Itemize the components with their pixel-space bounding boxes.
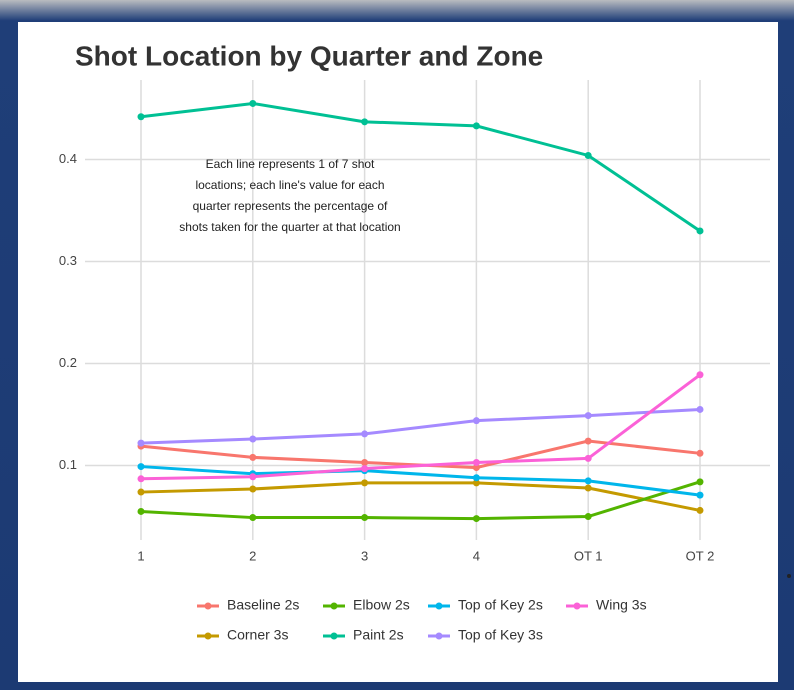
y-tick-label: 0.2 <box>59 355 77 370</box>
y-tick-label: 0.4 <box>59 151 77 166</box>
legend-key-dot <box>204 602 212 610</box>
point <box>137 488 145 496</box>
point <box>696 405 704 413</box>
point <box>249 485 257 493</box>
legend-label: Corner 3s <box>227 627 288 643</box>
legend-label: Elbow 2s <box>353 597 410 613</box>
point <box>361 458 369 466</box>
point <box>696 478 704 486</box>
point <box>137 439 145 447</box>
point <box>361 430 369 438</box>
legend-bg <box>188 590 658 650</box>
point <box>584 477 592 485</box>
legend-key-dot <box>435 602 443 610</box>
point <box>472 515 480 523</box>
series-line <box>140 407 701 445</box>
annotation: Each line represents 1 of 7 shot <box>206 157 375 171</box>
series-line <box>140 480 701 521</box>
point <box>584 513 592 521</box>
point <box>137 507 145 515</box>
series-line <box>140 465 701 497</box>
point <box>472 464 480 472</box>
point <box>472 474 480 482</box>
point <box>249 514 257 522</box>
series-line <box>140 373 701 481</box>
point <box>249 453 257 461</box>
point <box>696 227 704 235</box>
point <box>249 473 257 481</box>
point <box>584 484 592 492</box>
point <box>696 449 704 457</box>
legend-key-dot <box>204 632 212 640</box>
x-tick-label: 3 <box>361 548 368 563</box>
point <box>472 417 480 425</box>
legend-key-dot <box>435 632 443 640</box>
annotation: locations; each line's value for each <box>195 178 384 192</box>
series-line <box>140 101 701 233</box>
point <box>361 465 369 473</box>
y-tick-label: 0.1 <box>59 457 77 472</box>
annotation: quarter represents the percentage of <box>193 199 388 213</box>
x-tick-label: OT 1 <box>574 548 603 563</box>
point <box>584 412 592 420</box>
point <box>249 99 257 107</box>
y-tick-label: 0.3 <box>59 253 77 268</box>
point <box>361 118 369 126</box>
legend-key-dot <box>330 602 338 610</box>
x-tick-label: OT 2 <box>686 548 715 563</box>
dot <box>787 574 791 578</box>
annotation: shots taken for the quarter at that loca… <box>179 220 400 234</box>
point <box>472 458 480 466</box>
point <box>137 475 145 483</box>
panel <box>18 22 778 682</box>
legend-key-dot <box>330 632 338 640</box>
x-tick-label: 4 <box>473 548 480 563</box>
chart-title: Shot Location by Quarter and Zone <box>75 40 543 71</box>
point <box>137 463 145 471</box>
point <box>584 437 592 445</box>
x-tick-label: 1 <box>137 548 144 563</box>
legend-label: Paint 2s <box>353 627 404 643</box>
legend-key-dot <box>573 602 581 610</box>
point <box>584 151 592 159</box>
point <box>137 113 145 121</box>
point <box>696 371 704 379</box>
legend-label: Top of Key 3s <box>458 627 543 643</box>
point <box>249 435 257 443</box>
point <box>584 454 592 462</box>
point <box>472 122 480 130</box>
point <box>361 479 369 487</box>
point <box>696 506 704 514</box>
x-tick-label: 2 <box>249 548 256 563</box>
point <box>472 479 480 487</box>
legend-label: Baseline 2s <box>227 597 299 613</box>
point <box>696 491 704 499</box>
point <box>361 514 369 522</box>
legend-label: Top of Key 2s <box>458 597 543 613</box>
legend-label: Wing 3s <box>596 597 647 613</box>
series-line <box>140 481 701 512</box>
